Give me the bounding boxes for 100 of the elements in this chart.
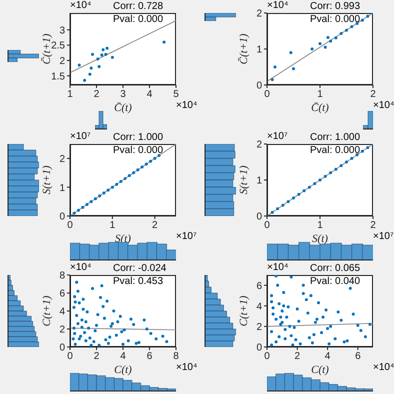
- text: ×10⁴: [70, 262, 92, 274]
- point: [83, 331, 86, 334]
- y-tick-label: 1: [256, 176, 262, 187]
- point: [153, 156, 156, 160]
- y-tick-label: 4: [59, 306, 66, 318]
- point: [84, 339, 88, 342]
- point: [72, 326, 76, 330]
- point: [292, 67, 295, 70]
- annotation: ×10⁷: [176, 231, 197, 243]
- x-axis-title: C(t): [311, 364, 330, 376]
- point: [318, 178, 322, 182]
- point: [278, 302, 281, 306]
- y-tick-label: 2.5: [51, 40, 66, 52]
- point: [270, 210, 274, 214]
- point: [297, 320, 300, 323]
- x-tick-label: 2: [94, 89, 100, 100]
- y-axis-title: C̄(t+1): [238, 33, 250, 64]
- x-tick-label: 8: [173, 351, 180, 362]
- point: [91, 52, 94, 56]
- point: [78, 337, 81, 340]
- text: ×10⁷: [267, 131, 288, 143]
- point: [94, 329, 97, 332]
- point: [106, 188, 110, 192]
- point: [98, 344, 101, 347]
- annotation: Pval: 0.000: [310, 14, 360, 26]
- point: [274, 340, 278, 344]
- point: [161, 334, 164, 338]
- point: [72, 306, 76, 309]
- point: [324, 308, 328, 312]
- point: [359, 329, 362, 332]
- point: [140, 166, 144, 169]
- x-tick-label: 1: [317, 89, 324, 100]
- text: Corr: -0.024: [113, 263, 166, 275]
- text: ×10⁷: [70, 131, 91, 143]
- point: [76, 208, 80, 212]
- point: [366, 14, 370, 18]
- point: [348, 286, 352, 290]
- point: [273, 66, 276, 68]
- point: [88, 336, 92, 340]
- annotation: Pval: 0.000: [113, 145, 164, 157]
- point: [278, 335, 281, 338]
- point: [95, 324, 98, 327]
- x-tick-label: 4: [146, 89, 153, 100]
- x-axis-title: C̄(t): [311, 102, 330, 114]
- point: [96, 57, 100, 60]
- point: [312, 333, 316, 336]
- point: [286, 305, 290, 308]
- text: ×10⁴: [267, 0, 288, 12]
- point: [274, 318, 278, 321]
- point: [86, 310, 89, 314]
- point: [340, 32, 343, 36]
- point: [345, 160, 348, 164]
- point: [98, 65, 101, 68]
- point: [270, 294, 274, 298]
- point: [322, 316, 325, 319]
- point: [84, 320, 88, 324]
- point: [76, 322, 80, 326]
- point: [345, 28, 348, 32]
- x-axis-title: C(t): [114, 364, 132, 376]
- point: [149, 160, 152, 163]
- point: [270, 343, 274, 346]
- point: [116, 320, 120, 324]
- y-tick-label: 2: [256, 140, 262, 151]
- point: [90, 344, 93, 347]
- point: [290, 334, 293, 338]
- point: [162, 40, 166, 44]
- annotation: Pval: 0.000: [310, 145, 360, 157]
- x-axis-title: S(t): [312, 233, 328, 245]
- point: [74, 300, 77, 304]
- point: [364, 335, 367, 338]
- point: [294, 338, 298, 342]
- point: [120, 330, 124, 334]
- x-tick-label: 6: [355, 351, 362, 362]
- point: [310, 48, 314, 50]
- text: ×10⁴: [373, 100, 394, 112]
- point: [336, 310, 340, 314]
- y-axis-title: C(t+1): [40, 295, 53, 326]
- point: [118, 314, 122, 318]
- point: [83, 78, 86, 82]
- point: [73, 295, 76, 298]
- point: [100, 284, 104, 288]
- point: [112, 310, 116, 312]
- x-tick-label: 0: [264, 220, 270, 232]
- point: [270, 330, 274, 334]
- x-tick-label: 2: [370, 89, 376, 100]
- point: [136, 168, 140, 172]
- point: [122, 328, 126, 332]
- y-tick-label: 0: [59, 342, 66, 354]
- x-tick-label: 0: [67, 220, 74, 232]
- point: [350, 156, 354, 160]
- annotation: Pval: 0.000: [113, 14, 164, 26]
- y-tick-label: 1: [256, 44, 262, 56]
- point: [132, 323, 136, 326]
- point: [297, 192, 300, 196]
- point: [128, 174, 131, 178]
- text: ×10⁴: [70, 0, 92, 12]
- point: [72, 212, 76, 215]
- point: [98, 296, 102, 299]
- x-tick-label: 6: [146, 351, 153, 362]
- point: [298, 342, 302, 346]
